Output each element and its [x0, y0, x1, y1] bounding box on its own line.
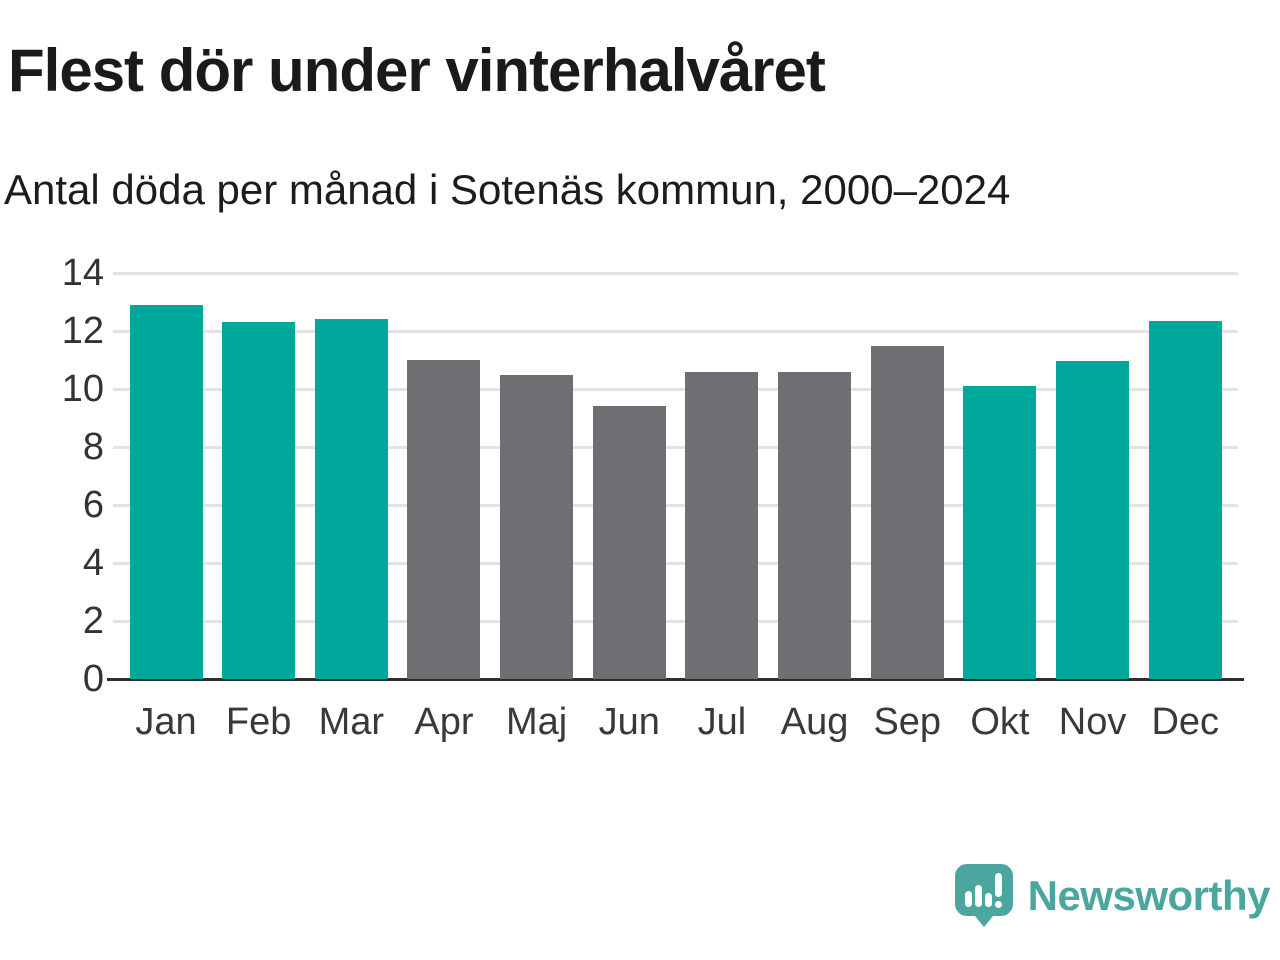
newsworthy-logo-icon [954, 864, 1013, 927]
x-tick-label: Nov [1058, 701, 1127, 743]
gridline [113, 561, 1238, 565]
bar-jul [685, 371, 759, 679]
gridline [113, 619, 1238, 623]
gridline [113, 503, 1238, 507]
y-tick-label: 0 [82, 658, 104, 700]
gridline [113, 329, 1238, 333]
chart-subtitle: Antal döda per månad i Sotenäs kommun, 2… [4, 166, 1011, 213]
y-tick-label: 6 [82, 484, 104, 526]
y-tick-label: 2 [82, 600, 104, 642]
x-axis-labels: Jan Feb Mar Apr Maj Jun Jul Aug Sep Okt Nov Dec [113, 701, 1238, 751]
x-tick-label: Apr [414, 701, 474, 743]
bar-dec [1148, 320, 1222, 679]
bar-mar [314, 319, 388, 679]
y-tick-label: 10 [61, 368, 104, 410]
bar-jan [129, 304, 203, 679]
bar-maj [500, 374, 574, 679]
y-axis: 0 2 4 6 8 10 12 14 [0, 252, 104, 700]
x-axis-line [107, 678, 1244, 681]
y-tick-label: 12 [61, 310, 104, 352]
x-tick-label: Mar [318, 701, 385, 743]
x-tick-label: Maj [506, 701, 568, 743]
y-tick-label: 8 [82, 426, 104, 468]
x-tick-label: Aug [780, 701, 849, 743]
x-tick-label: Sep [873, 701, 942, 743]
brand-footer: Newsworthy [953, 862, 1271, 930]
y-tick-label: 4 [82, 542, 104, 584]
x-tick-label: Jul [697, 701, 747, 743]
x-tick-label: Dec [1151, 701, 1220, 743]
x-tick-label: Jan [135, 701, 197, 743]
bar-nov [1056, 361, 1130, 679]
y-tick-label: 14 [61, 252, 104, 294]
gridline [113, 387, 1238, 391]
bar-sep [870, 345, 944, 679]
bar-apr [407, 360, 481, 679]
x-tick-label: Okt [970, 701, 1030, 743]
x-tick-label: Feb [225, 701, 292, 743]
gridline [113, 271, 1238, 275]
bar-feb [222, 322, 296, 679]
gridline [113, 445, 1238, 449]
chart-title: Flest dör under vinterhalvåret [8, 37, 826, 104]
plot-area [107, 271, 1244, 681]
bar-aug [778, 371, 852, 679]
bar-jun [592, 406, 666, 679]
brand-name: Newsworthy [1027, 872, 1271, 919]
bar-okt [963, 386, 1037, 679]
x-tick-label: Jun [598, 701, 660, 743]
